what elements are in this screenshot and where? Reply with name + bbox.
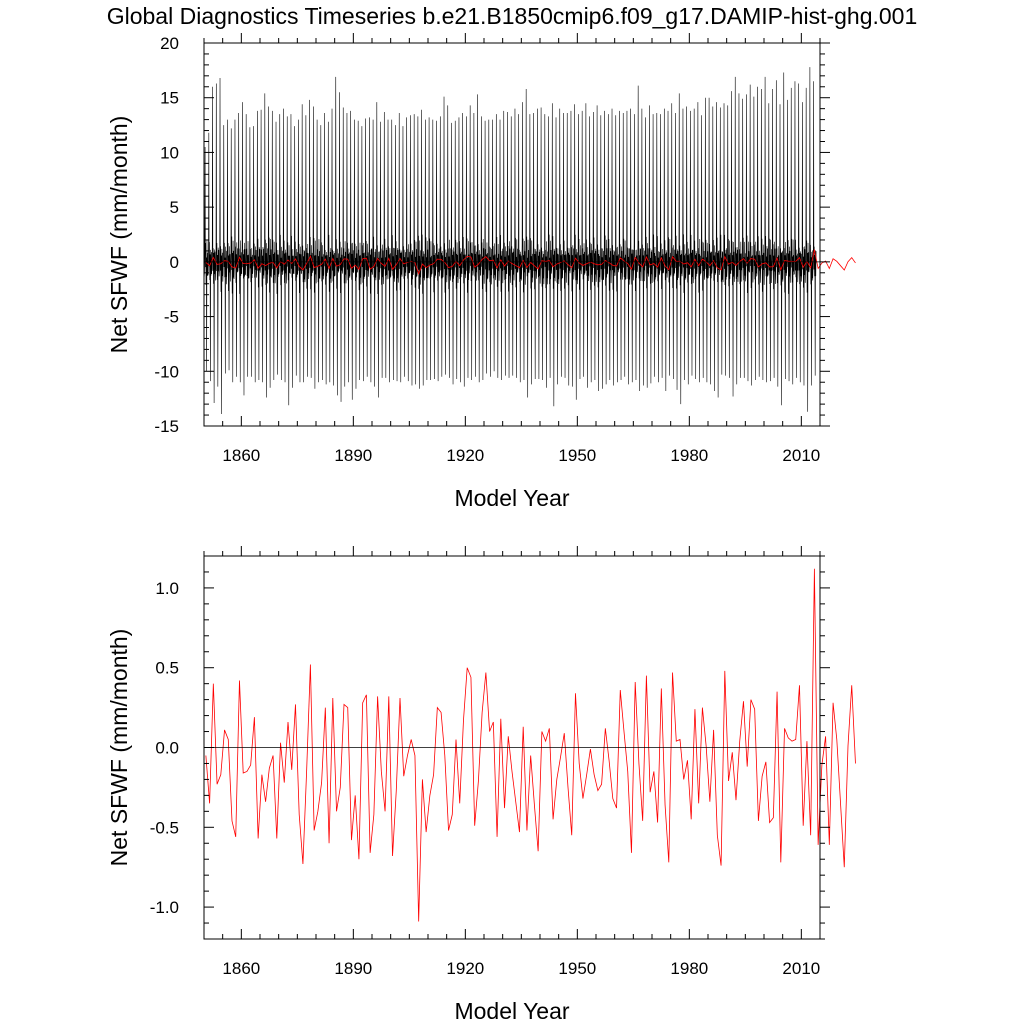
annual-mean-overlay-line [205, 249, 856, 275]
x-tick-label: 1890 [334, 446, 372, 465]
x-tick-label: 1860 [222, 959, 260, 978]
y-tick-label: -10 [154, 362, 179, 381]
x-tick-label: 1950 [558, 446, 596, 465]
plot-frame [203, 42, 821, 427]
y-tick-label: -5 [164, 308, 179, 327]
x-axis-label: Model Year [454, 998, 569, 1024]
annual-mean-line [205, 568, 856, 922]
y-axis-label: Net SFWF (mm/month) [106, 116, 132, 354]
y-axis-label: Net SFWF (mm/month) [106, 629, 132, 867]
y-tick-label: 0 [170, 253, 179, 272]
x-tick-label: 1860 [222, 446, 260, 465]
x-tick-label: 1890 [334, 959, 372, 978]
x-tick-label: 2010 [782, 959, 820, 978]
annual-panel: 1860 1890 1920 1950 1980 2010 -1.0 -0.5 0.0 0.5 1… [106, 546, 856, 1024]
y-tick-label: 1.0 [155, 579, 179, 598]
tick-marks [203, 33, 830, 427]
x-tick-label: 1920 [446, 959, 484, 978]
x-tick-labels: 1860 1890 1920 1950 1980 2010 [222, 446, 820, 465]
x-tick-label: 1920 [446, 446, 484, 465]
monthly-panel: 1860 1890 1920 1950 1980 2010 -15 -10 -5 0 5 10 15 2… [106, 33, 856, 511]
x-tick-label: 2010 [782, 446, 820, 465]
x-axis-label: Model Year [454, 485, 569, 511]
y-tick-label: 20 [160, 34, 179, 53]
monthly-series-layer [203, 67, 817, 414]
y-tick-labels: -15 -10 -5 0 5 10 15 20 [154, 34, 179, 436]
x-tick-label: 1980 [670, 446, 708, 465]
annual-series-layer [205, 568, 856, 922]
annual-overlay-layer [205, 249, 856, 275]
x-tick-label: 1950 [558, 959, 596, 978]
y-tick-label: -1.0 [150, 898, 179, 917]
chart-title: Global Diagnostics Timeseries b.e21.B185… [107, 3, 918, 29]
y-tick-label: 10 [160, 143, 179, 162]
y-tick-label: -15 [154, 417, 179, 436]
x-tick-labels: 1860 1890 1920 1950 1980 2010 [222, 959, 820, 978]
y-tick-label: 0.5 [155, 659, 179, 678]
y-tick-label: 5 [170, 198, 179, 217]
monthly-series-line [203, 67, 817, 414]
y-tick-labels: -1.0 -0.5 0.0 0.5 1.0 [150, 579, 179, 917]
y-tick-label: 15 [160, 89, 179, 108]
tick-marks [203, 546, 830, 940]
y-tick-label: -0.5 [150, 818, 179, 837]
y-tick-label: 0.0 [155, 739, 179, 758]
x-tick-label: 1980 [670, 959, 708, 978]
